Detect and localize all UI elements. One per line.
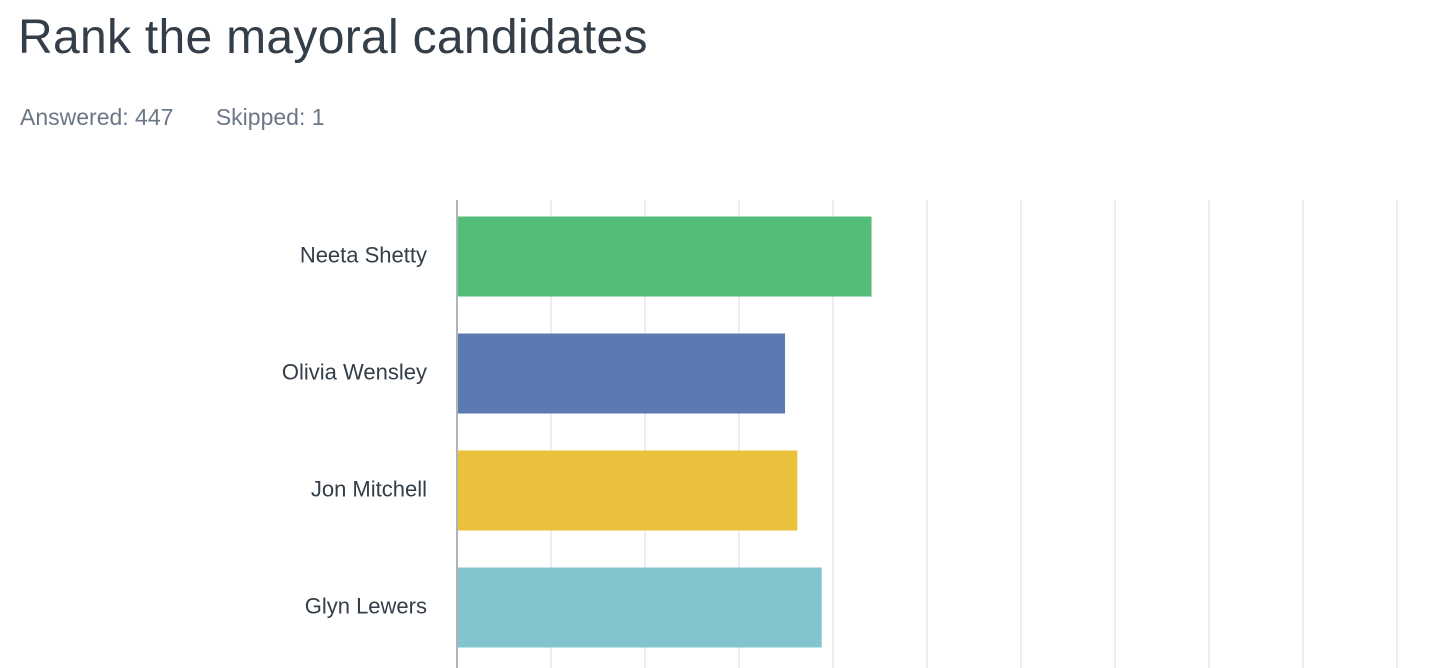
category-label: Olivia Wensley — [282, 359, 427, 384]
bar-olivia-wensley[interactable] — [458, 333, 786, 414]
category-label: Jon Mitchell — [311, 476, 427, 501]
skipped-count: Skipped: 1 — [215, 104, 325, 130]
bars — [458, 216, 872, 648]
bar-jon-mitchell[interactable] — [458, 450, 798, 531]
page-title: Rank the mayoral candidates — [18, 11, 648, 64]
answered-count: Answered: 447 — [20, 104, 174, 130]
category-label: Glyn Lewers — [305, 593, 427, 618]
category-labels: Neeta Shetty Olivia Wensley Jon Mitchell Gl… — [282, 242, 427, 618]
category-label: Neeta Shetty — [300, 242, 427, 267]
response-stats: Answered: 447 Skipped: 1 — [20, 104, 325, 131]
bar-glyn-lewers[interactable] — [458, 567, 822, 648]
bar-neeta-shetty[interactable] — [458, 216, 872, 297]
